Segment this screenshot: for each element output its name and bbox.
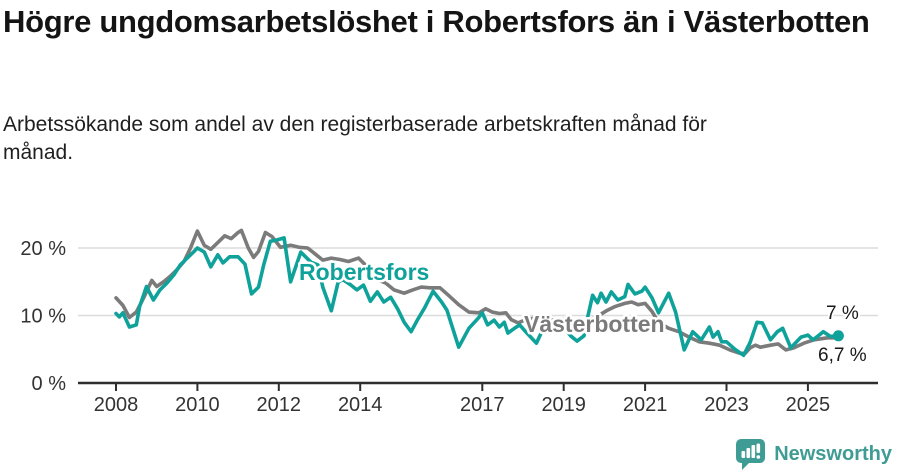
- series-line-västerbotten: [114, 228, 838, 356]
- series-line-robertsfors: [114, 236, 841, 358]
- series-end-dot: [832, 330, 844, 342]
- x-tick-label: 2012: [257, 394, 302, 416]
- y-tick-label: 10 %: [20, 306, 66, 328]
- x-tick-label: 2025: [786, 394, 831, 416]
- newsworthy-bubble-icon: [736, 439, 766, 470]
- series-label-vasterbotten: Västerbotten: [524, 311, 665, 337]
- newsworthy-logo: Newsworthy: [735, 438, 892, 471]
- series-label-robertsfors: Robertsfors: [299, 259, 429, 285]
- y-tick-label: 0 %: [32, 373, 67, 395]
- x-tick-label: 2010: [175, 394, 220, 416]
- x-tick-label: 2023: [704, 394, 749, 416]
- x-tick-label: 2014: [338, 394, 383, 416]
- end-value-label-vasterbotten: 6,7 %: [818, 345, 867, 366]
- newsworthy-wordmark: Newsworthy: [774, 443, 892, 465]
- page-title: Högre ungdomsarbetslöshet i Robertsfors …: [3, 4, 870, 39]
- y-tick-label: 20 %: [20, 238, 66, 260]
- x-tick-label: 2021: [623, 394, 668, 416]
- x-tick-label: 2008: [94, 394, 139, 416]
- x-tick-label: 2019: [541, 394, 586, 416]
- chart-subtitle: Arbetssökande som andel av den registerb…: [3, 113, 707, 165]
- x-tick-label: 2017: [460, 394, 505, 416]
- chart-plot-layer: 2008 2010 2012 2014 2017 2019 2021 2023 2025 0 % 1…: [20, 228, 878, 416]
- end-value-label-robertsfors: 7 %: [826, 303, 859, 324]
